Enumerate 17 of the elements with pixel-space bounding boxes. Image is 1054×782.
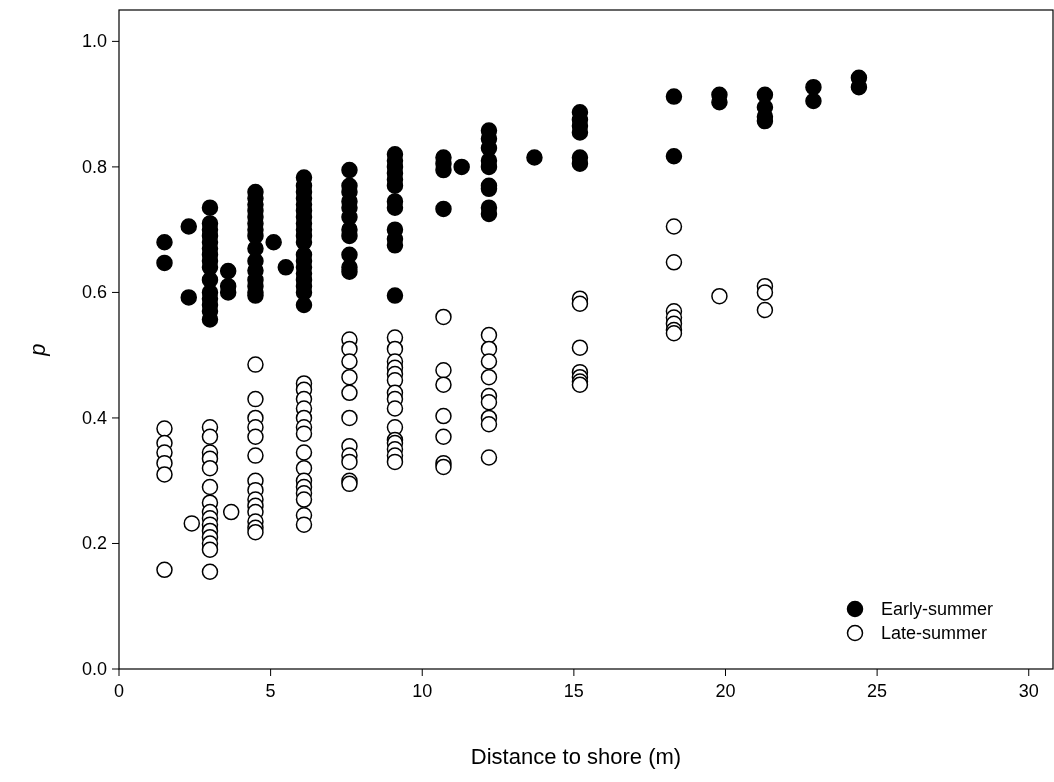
y-tick-label: 0.4 (81, 407, 107, 428)
x-tick-label: 0 (113, 681, 125, 701)
y-tick-label: 0.2 (81, 533, 107, 554)
x-tick-label: 5 (265, 681, 276, 701)
y-tick-label: 0.6 (81, 282, 107, 303)
y-tick-label: 1.0 (81, 31, 107, 52)
x-tick-label: 20 (715, 681, 736, 701)
y-axis-title: p (25, 343, 50, 357)
x-tick-label: 15 (563, 681, 584, 701)
x-tick-label: 10 (412, 681, 433, 701)
legend-label: Early-summer (881, 599, 994, 619)
x-tick-label: 30 (1018, 681, 1039, 701)
y-tick-label: 0.0 (81, 659, 107, 679)
legend-label: Late-summer (881, 623, 988, 643)
x-tick-label: 25 (867, 681, 888, 701)
y-tick-label: 0.8 (81, 156, 107, 177)
x-axis-title: Distance to shore (m) (470, 744, 682, 769)
